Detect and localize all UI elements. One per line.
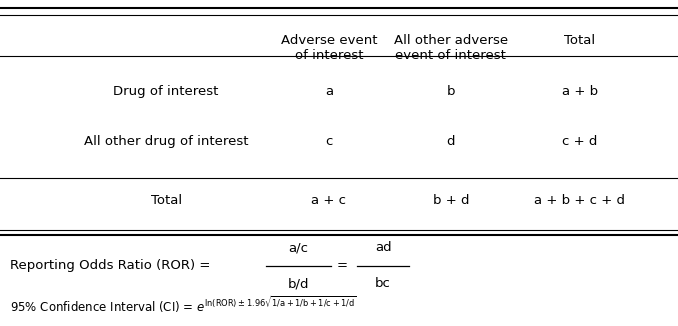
Text: Reporting Odds Ratio (ROR) =: Reporting Odds Ratio (ROR) = xyxy=(10,259,215,272)
Text: =: = xyxy=(337,259,348,272)
Text: a + b: a + b xyxy=(561,85,598,98)
Text: All other drug of interest: All other drug of interest xyxy=(84,135,248,148)
Text: Total: Total xyxy=(564,34,595,47)
Text: b/d: b/d xyxy=(287,277,309,290)
Text: a + c: a + c xyxy=(311,194,346,207)
Text: a/c: a/c xyxy=(288,241,308,254)
Text: a: a xyxy=(325,85,333,98)
Text: b: b xyxy=(447,85,455,98)
Text: All other adverse
event of interest: All other adverse event of interest xyxy=(394,34,508,62)
Text: ad: ad xyxy=(375,241,391,254)
Text: bc: bc xyxy=(375,277,391,290)
Text: c: c xyxy=(325,135,332,148)
Text: 95% Confidence Interval (CI) = $e^{\mathregular{ln(ROR)}\pm\mathregular{1.96}\sq: 95% Confidence Interval (CI) = $e^{\math… xyxy=(10,295,357,315)
Text: b + d: b + d xyxy=(433,194,469,207)
Text: Drug of interest: Drug of interest xyxy=(113,85,219,98)
Text: Adverse event
of interest: Adverse event of interest xyxy=(281,34,377,62)
Text: d: d xyxy=(447,135,455,148)
Text: a + b + c + d: a + b + c + d xyxy=(534,194,625,207)
Text: c + d: c + d xyxy=(562,135,597,148)
Text: Total: Total xyxy=(151,194,182,207)
